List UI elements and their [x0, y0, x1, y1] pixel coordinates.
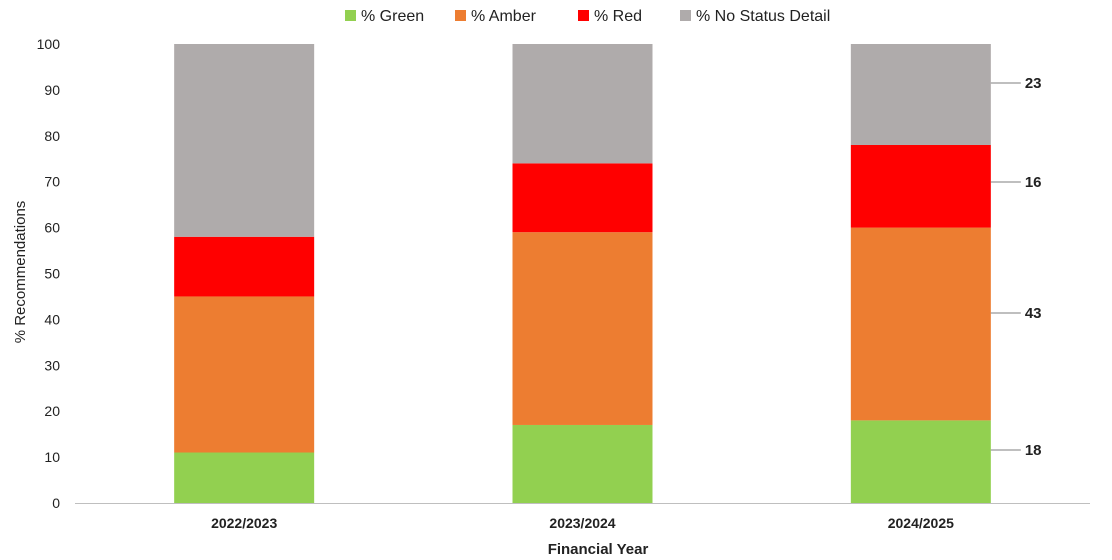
- y-tick-label: 70: [44, 174, 60, 190]
- legend-label: % Green: [361, 8, 424, 25]
- legend-label: % No Status Detail: [696, 8, 830, 25]
- bar-segment: [850, 44, 991, 145]
- x-axis: 2022/2023 2023/2024 2024/2025: [75, 503, 1090, 531]
- x-tick-label: 2024/2025: [888, 515, 954, 531]
- y-tick-label: 50: [44, 266, 60, 282]
- y-axis-title: % Recommendations: [12, 201, 29, 344]
- y-tick-label: 0: [52, 495, 60, 511]
- x-tick-label: 2023/2024: [549, 515, 615, 531]
- legend-swatch: [680, 10, 691, 21]
- legend-swatch: [455, 10, 466, 21]
- bar-segment: [174, 44, 315, 237]
- y-tick-label: 40: [44, 311, 60, 327]
- y-tick-label: 20: [44, 403, 60, 419]
- legend: % Green % Amber % Red % No Status Detail: [345, 8, 830, 25]
- y-tick-label: 100: [37, 36, 61, 52]
- legend-label: % Red: [594, 8, 642, 25]
- legend-swatch: [578, 10, 589, 21]
- bar-segment: [850, 144, 991, 228]
- data-label: 23: [1025, 75, 1042, 92]
- legend-label: % Amber: [471, 8, 537, 25]
- data-label: 18: [1025, 442, 1042, 459]
- bar-segment: [850, 420, 991, 503]
- bar-segment: [512, 232, 653, 425]
- y-tick-label: 30: [44, 357, 60, 373]
- data-label: 43: [1025, 305, 1042, 322]
- data-label: 16: [1025, 174, 1042, 191]
- y-tick-label: 80: [44, 128, 60, 144]
- bar-segment: [512, 424, 653, 503]
- legend-swatch: [345, 10, 356, 21]
- y-tick-label: 10: [44, 449, 60, 465]
- bar-segment: [850, 227, 991, 421]
- bars: [174, 44, 991, 503]
- bar-segment: [512, 44, 653, 164]
- x-axis-title: Financial Year: [548, 541, 649, 558]
- bar-segment: [174, 452, 315, 503]
- bar-segment: [174, 296, 315, 453]
- x-tick-label: 2022/2023: [211, 515, 277, 531]
- bar-segment: [174, 236, 315, 297]
- y-tick-label: 60: [44, 220, 60, 236]
- y-tick-label: 90: [44, 82, 60, 98]
- bar-segment: [512, 163, 653, 233]
- data-labels: 18 43 16 23: [990, 75, 1042, 459]
- y-axis: 0 10 20 30 40 50 60 70 80 90 100: [37, 36, 61, 511]
